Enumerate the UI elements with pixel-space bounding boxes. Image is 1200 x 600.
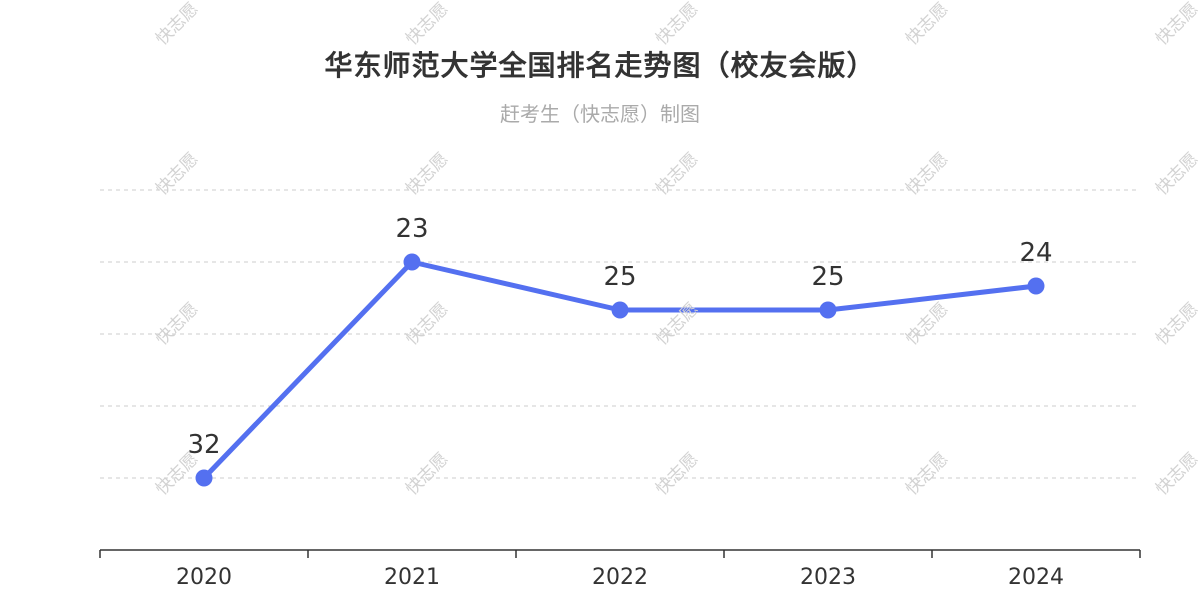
data-point — [611, 301, 629, 319]
data-label: 32 — [187, 430, 220, 460]
grid-lines — [100, 189, 1140, 479]
data-point — [819, 301, 837, 319]
series-layer: 32 23 25 25 24 — [187, 214, 1053, 487]
x-tick-label: 2024 — [1008, 565, 1064, 590]
x-tick-label: 2022 — [592, 565, 648, 590]
data-label: 25 — [603, 262, 636, 292]
x-axis: 2020 2021 2022 2023 2024 — [99, 549, 1141, 590]
series-line — [201, 259, 1039, 481]
data-point — [403, 253, 421, 271]
data-label: 24 — [1019, 238, 1052, 268]
data-point — [1027, 277, 1045, 295]
x-tick-label: 2023 — [800, 565, 856, 590]
chart-title: 华东师范大学全国排名走势图（校友会版） — [324, 49, 876, 82]
x-tick-label: 2021 — [384, 565, 440, 590]
data-label: 23 — [395, 214, 428, 244]
chart-subtitle: 赶考生（快志愿）制图 — [500, 102, 700, 126]
data-label: 25 — [811, 262, 844, 292]
x-tick-label: 2020 — [176, 565, 232, 590]
data-point — [195, 469, 213, 487]
